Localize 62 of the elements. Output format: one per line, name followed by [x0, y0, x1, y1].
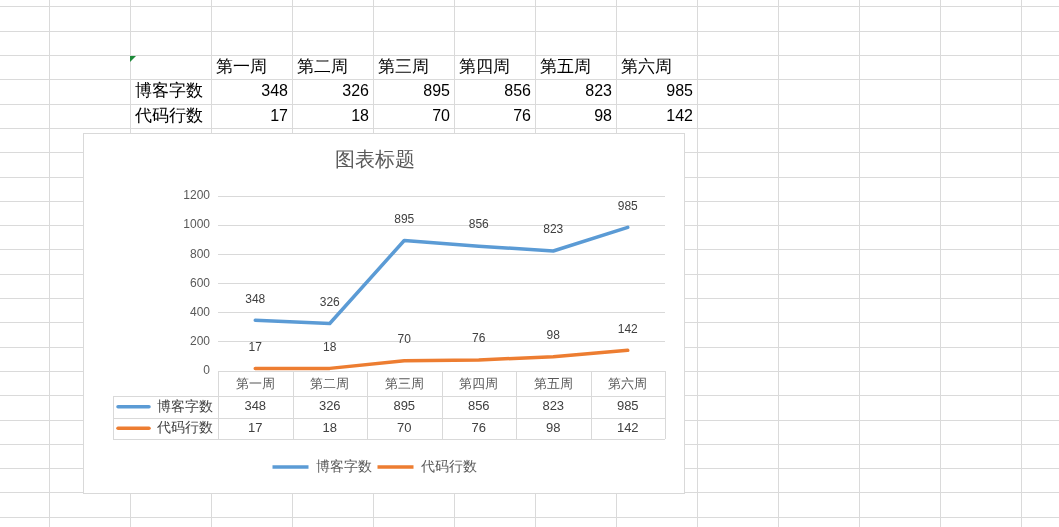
data-label: 348 [244, 398, 267, 414]
text: 代码行数 [135, 105, 203, 127]
data-label: 98 [546, 419, 561, 435]
annotation: 142 [617, 321, 639, 336]
annotation: 856 [468, 217, 490, 232]
data-label: 18 [350, 106, 369, 126]
data-label: 142 [665, 106, 693, 126]
category-label: 第六周 [621, 56, 672, 78]
data-label: 142 [616, 419, 639, 435]
x-tick-label: 第五周 [533, 376, 573, 392]
annotation: 98 [546, 328, 561, 343]
data-label: 17 [269, 106, 288, 126]
y-tick-label: 0 [203, 363, 211, 378]
x-tick-label: 第三周 [384, 376, 424, 392]
text: 代码行数 [420, 457, 477, 474]
legend-label: 博客字数 [157, 397, 213, 414]
category-label: 第二周 [297, 56, 348, 78]
y-tick-label: 1000 [183, 217, 211, 232]
x-tick-label: 第一周 [235, 376, 275, 392]
data-label: 76 [471, 419, 486, 435]
data-label: 70 [431, 106, 450, 126]
x-tick-label: 第六周 [608, 376, 648, 392]
data-label: 326 [341, 81, 369, 101]
y-tick-label: 600 [189, 275, 211, 290]
data-label: 895 [393, 398, 416, 414]
category-label: 第一周 [216, 56, 267, 78]
text: 博客字数 [315, 457, 372, 474]
data-label: 348 [260, 81, 288, 101]
legend-label: 代码行数 [156, 419, 213, 436]
x-tick-label: 第二周 [310, 376, 350, 392]
data-label: 985 [616, 398, 639, 414]
y-tick-label: 1200 [183, 188, 211, 203]
y-tick-label: 800 [189, 246, 211, 261]
annotation: 18 [323, 339, 337, 354]
annotation: 17 [248, 339, 263, 354]
data-label: 856 [503, 81, 531, 101]
x-tick-label: 第四周 [459, 376, 499, 392]
data-label: 18 [322, 419, 337, 435]
legend-label: 博客字数 [135, 80, 203, 102]
annotation: 895 [394, 211, 415, 226]
annotation: 823 [543, 222, 564, 237]
annotation: 76 [472, 331, 486, 346]
chart-title: 图表标题 [334, 147, 415, 170]
y-tick-label: 400 [189, 304, 211, 319]
data-label: 823 [542, 398, 565, 414]
category-label: 第五周 [540, 56, 591, 78]
y-tick-label: 200 [189, 334, 211, 349]
data-label: 895 [422, 81, 450, 101]
data-label: 856 [467, 398, 490, 414]
category-label: 第三周 [378, 56, 429, 78]
annotation: 70 [397, 332, 412, 347]
annotation: 985 [617, 198, 639, 213]
data-label: 326 [318, 398, 341, 414]
data-label: 823 [584, 81, 612, 101]
annotation: 348 [245, 291, 266, 306]
category-label: 第四周 [459, 56, 510, 78]
data-label: 70 [397, 419, 412, 435]
data-label: 76 [512, 106, 531, 126]
annotation: 326 [319, 294, 341, 309]
data-label: 985 [665, 81, 693, 101]
data-label: 17 [248, 419, 263, 435]
data-label: 98 [593, 106, 612, 126]
